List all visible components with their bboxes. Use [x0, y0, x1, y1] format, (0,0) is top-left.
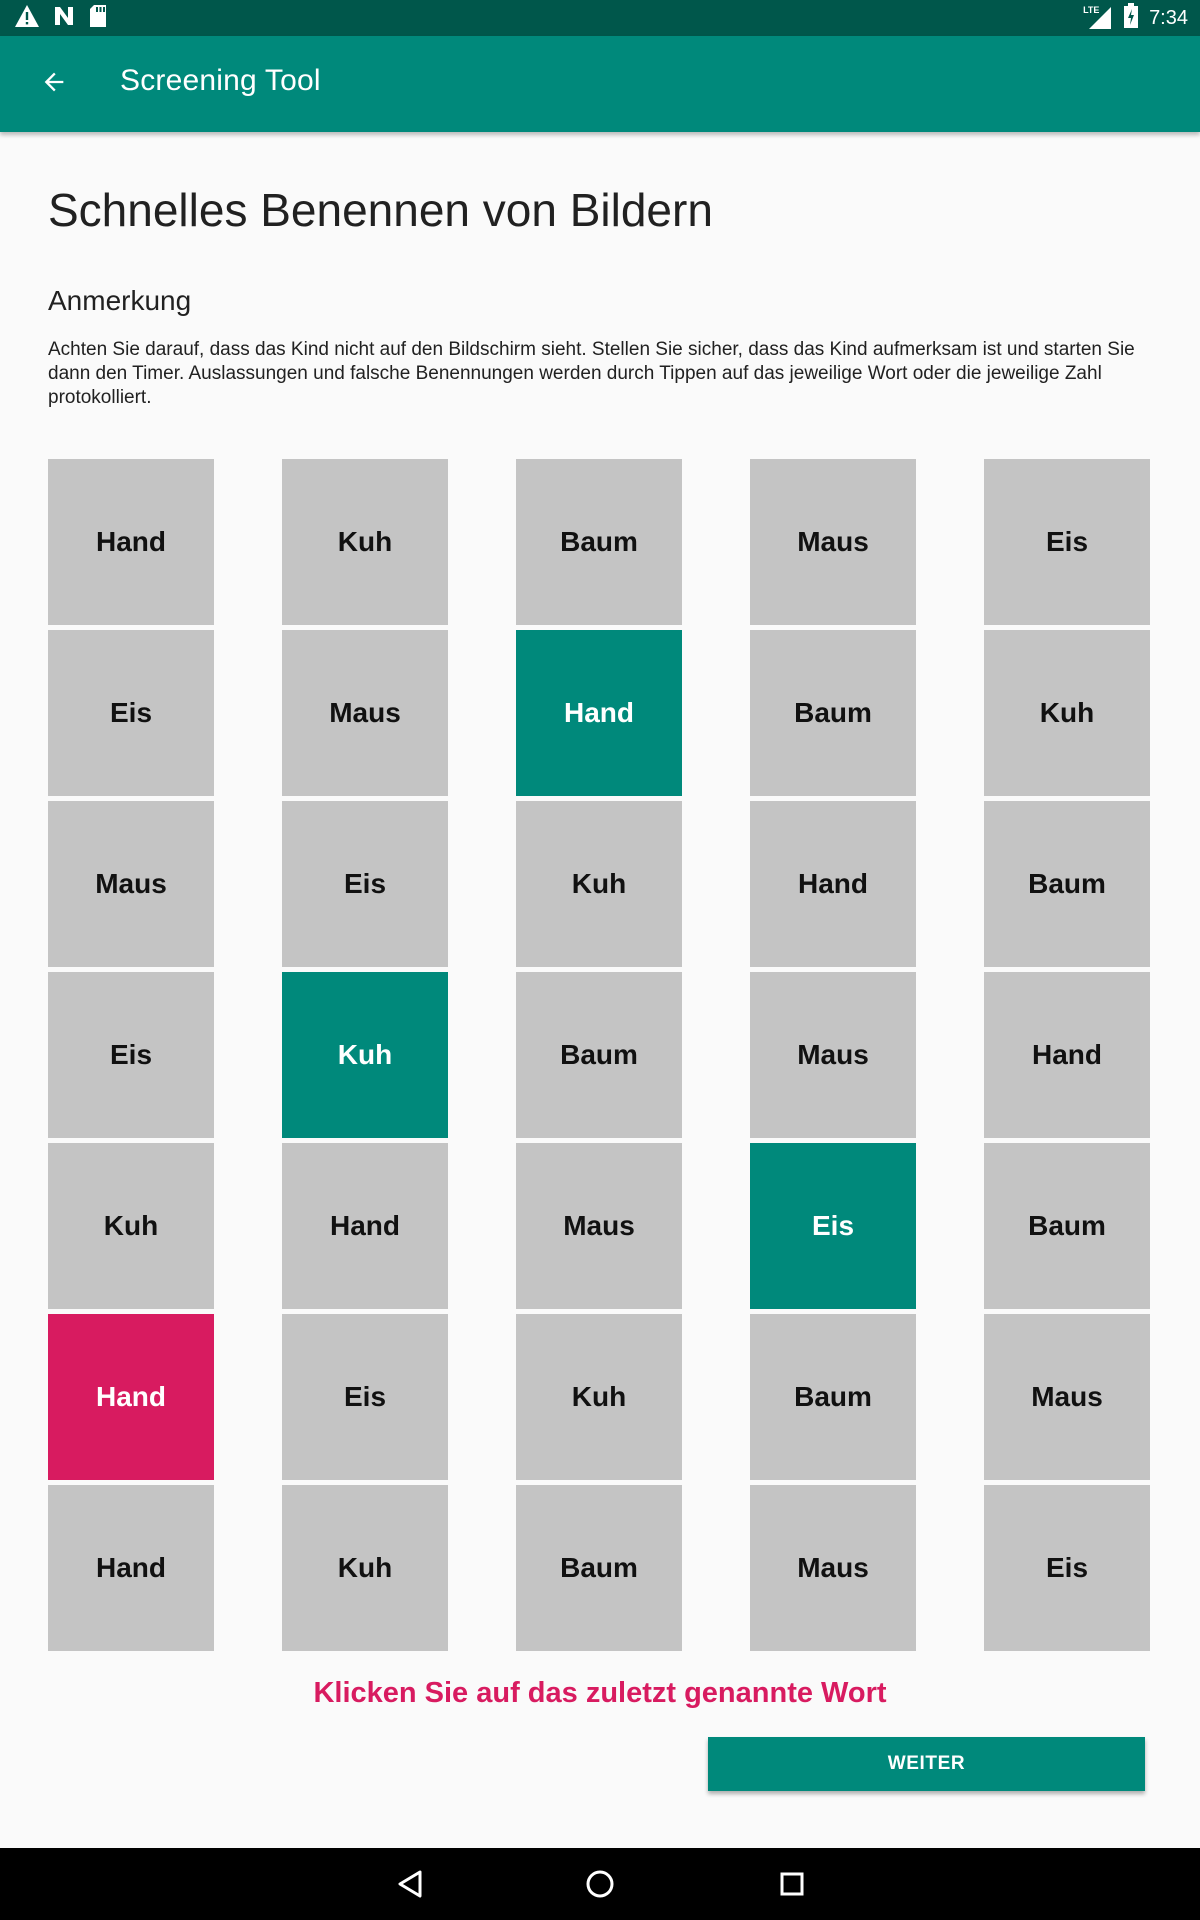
note-heading: Anmerkung [48, 285, 192, 316]
word-tile[interactable]: Baum [750, 630, 916, 796]
word-tile[interactable]: Baum [516, 972, 682, 1138]
word-tile[interactable]: Eis [984, 459, 1150, 625]
battery-icon [1123, 2, 1139, 34]
word-tile[interactable]: Eis [282, 1314, 448, 1480]
word-tile[interactable]: Kuh [282, 1485, 448, 1651]
word-tile[interactable]: Hand [282, 1143, 448, 1309]
nav-back-icon[interactable] [388, 1862, 432, 1906]
word-tile[interactable]: Maus [750, 972, 916, 1138]
word-tile[interactable]: Eis [48, 630, 214, 796]
note-text: Achten Sie darauf, dass das Kind nicht a… [48, 339, 1135, 408]
word-tile[interactable]: Maus [750, 1485, 916, 1651]
word-tile[interactable]: Kuh [48, 1143, 214, 1309]
word-tile[interactable]: Baum [516, 1485, 682, 1651]
word-tile[interactable]: Maus [48, 801, 214, 967]
word-tile[interactable]: Kuh [282, 459, 448, 625]
lte-signal-icon: LTE [1083, 5, 1113, 31]
word-tile[interactable]: Hand [48, 459, 214, 625]
word-tile[interactable]: Maus [516, 1143, 682, 1309]
word-tile[interactable]: Eis [984, 1485, 1150, 1651]
word-tile[interactable]: Eis [48, 972, 214, 1138]
word-tile[interactable]: Hand [48, 1485, 214, 1651]
sd-card-icon [88, 4, 108, 33]
word-tile[interactable]: Kuh [984, 630, 1150, 796]
n-logo-icon [52, 4, 76, 33]
word-tile[interactable]: Eis [750, 1143, 916, 1309]
word-tile[interactable]: Hand [984, 972, 1150, 1138]
word-tile[interactable]: Eis [282, 801, 448, 967]
clock: 7:34 [1149, 6, 1188, 29]
word-tile[interactable]: Hand [750, 801, 916, 967]
warning-icon [14, 4, 40, 33]
word-tile[interactable]: Hand [516, 630, 682, 796]
status-bar: LTE 7:34 [0, 0, 1200, 36]
status-right-icons: LTE 7:34 [1083, 2, 1188, 34]
word-tile[interactable]: Hand [48, 1314, 214, 1480]
lte-label: LTE [1083, 5, 1100, 15]
word-tile[interactable]: Baum [516, 459, 682, 625]
status-left-icons [14, 4, 108, 32]
navigation-bar [0, 1848, 1200, 1920]
app-bar: Screening Tool [0, 36, 1200, 132]
arrow-back-icon [40, 68, 68, 101]
back-button[interactable] [30, 60, 78, 108]
word-tile[interactable]: Kuh [282, 972, 448, 1138]
app-bar-title: Screening Tool [120, 64, 321, 97]
word-tile[interactable]: Baum [984, 801, 1150, 967]
nav-home-icon[interactable] [578, 1862, 622, 1906]
page-title: Schnelles Benennen von Bildern [48, 184, 713, 236]
nav-recents-icon[interactable] [770, 1862, 814, 1906]
next-button[interactable]: WEITER [708, 1737, 1145, 1791]
word-tile[interactable]: Baum [984, 1143, 1150, 1309]
word-tile[interactable]: Baum [750, 1314, 916, 1480]
word-tile[interactable]: Maus [984, 1314, 1150, 1480]
word-tile[interactable]: Kuh [516, 801, 682, 967]
word-tile[interactable]: Maus [750, 459, 916, 625]
instruction-prompt: Klicken Sie auf das zuletzt genannte Wor… [313, 1677, 887, 1709]
word-tile[interactable]: Maus [282, 630, 448, 796]
word-tile[interactable]: Kuh [516, 1314, 682, 1480]
